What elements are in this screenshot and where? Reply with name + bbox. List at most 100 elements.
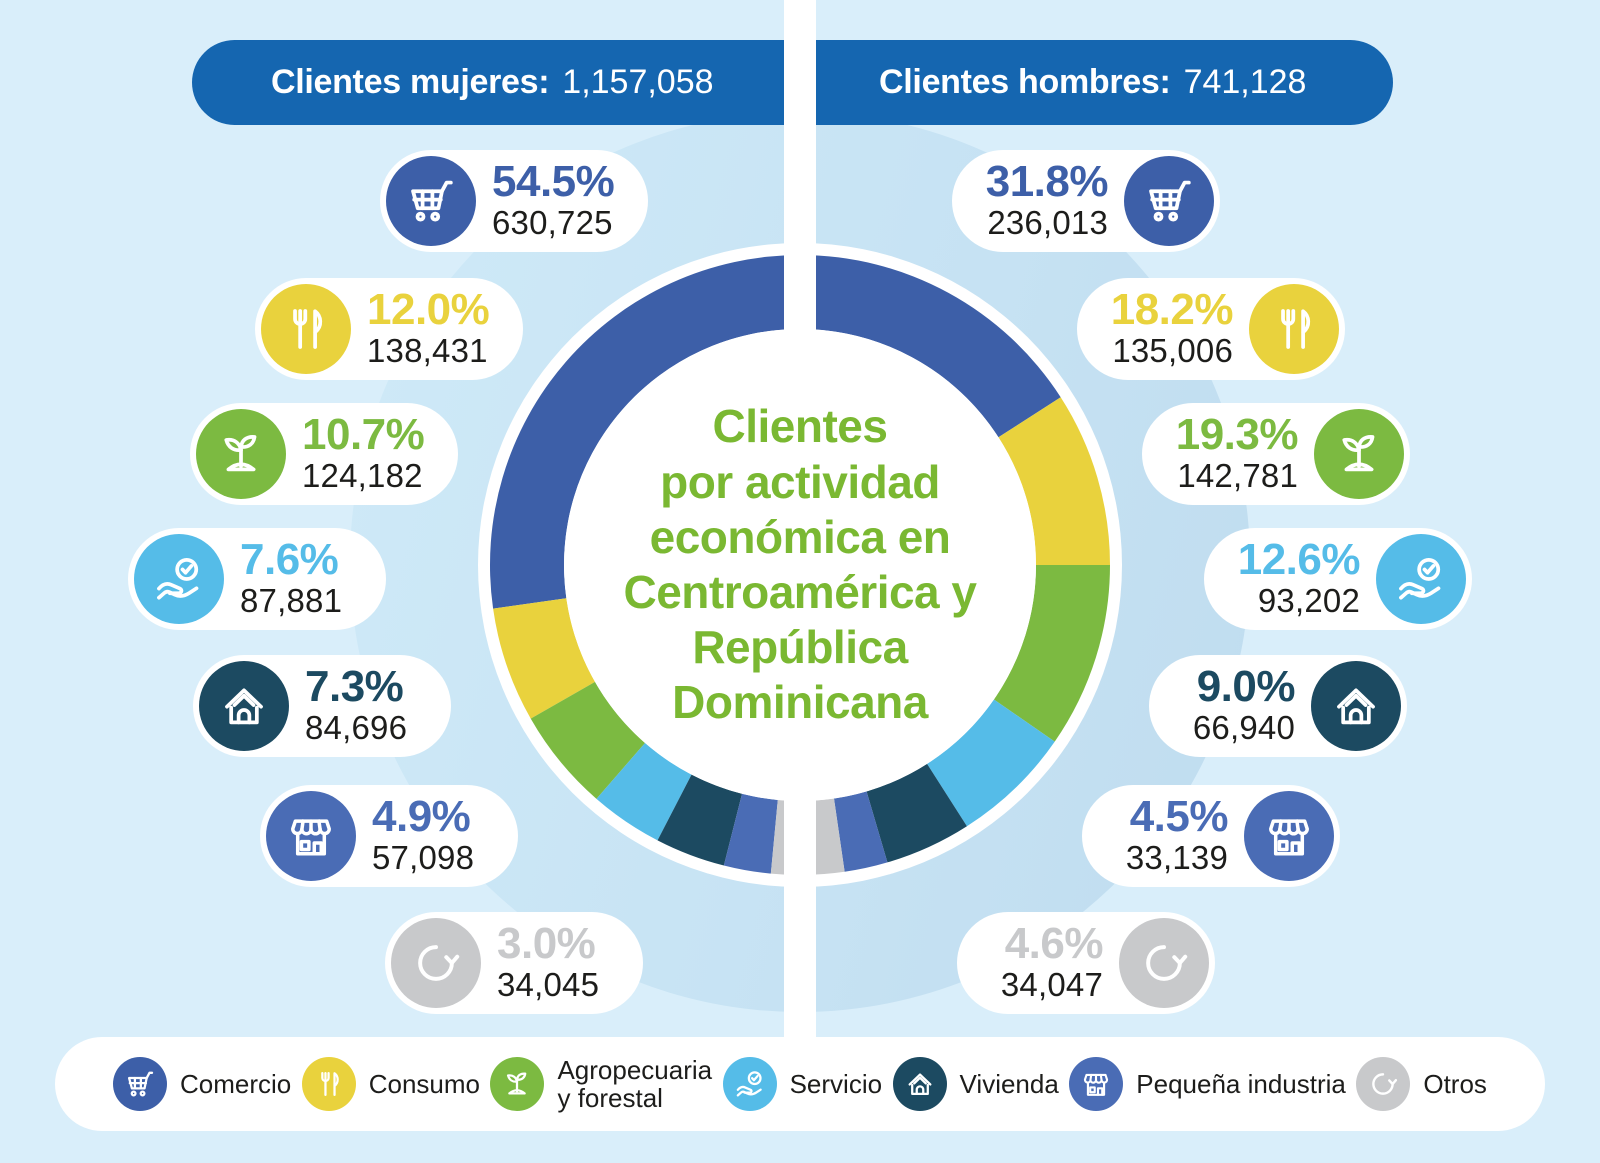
stat-pill-mujeres-agropecuaria-forestal: 10.7% 124,182	[190, 403, 459, 505]
stat-pill-mujeres-consumo: 12.0% 138,431	[255, 278, 524, 380]
stat-value: 142,781	[1177, 456, 1298, 494]
stat-value: 93,202	[1257, 581, 1360, 619]
stat-value: 630,725	[492, 203, 613, 241]
category-icon-circle	[722, 1057, 777, 1111]
stat-value: 34,047	[1000, 965, 1103, 1003]
header-women: Clientes mujeres: 1,157,058	[192, 40, 793, 125]
stat-text: 31.8% 236,013	[986, 159, 1109, 242]
stat-percent: 18.2%	[1110, 285, 1234, 335]
stat-pill-mujeres-vivienda: 7.3% 84,696	[193, 655, 451, 757]
donut-segment-left-consumo	[493, 598, 595, 719]
legend-item-comercio: Comercio	[113, 1057, 291, 1111]
stat-pill-hombres-otros: 4.6% 34,047	[957, 912, 1215, 1014]
legend-label: Otros	[1423, 1068, 1487, 1099]
category-icon-circle	[113, 1057, 167, 1111]
plant-icon	[1331, 426, 1387, 482]
donut-segment-right-comercio	[800, 255, 1061, 438]
stat-percent: 54.5%	[492, 157, 615, 207]
donut-title-text: Clientes por actividad económica en Cent…	[623, 400, 978, 729]
stat-text: 4.5% 33,139	[1126, 792, 1229, 877]
stat-pill-hombres-comercio: 31.8% 236,013	[951, 150, 1220, 252]
category-icon-circle	[1244, 791, 1334, 881]
legend-item-agropecuaria-forestal: Agropecuaria y forestal	[490, 1056, 712, 1112]
category-icon-circle	[261, 284, 351, 374]
refresh-icon	[1366, 1067, 1400, 1101]
stat-pill-mujeres-pequena-industria: 4.9% 57,098	[260, 785, 518, 887]
legend-label: Servicio	[789, 1068, 883, 1099]
donut-segment-right-servicio	[927, 699, 1055, 827]
stat-pill-hombres-consumo: 18.2% 135,006	[1076, 278, 1345, 380]
header-women-value: 1,157,058	[562, 63, 714, 101]
donut-segment-left-servicio	[596, 743, 692, 841]
cart-icon	[1141, 173, 1197, 229]
stat-value: 124,182	[302, 456, 423, 494]
refresh-icon	[408, 935, 464, 991]
legend-item-pequena-industria: Pequeña industria	[1069, 1057, 1346, 1111]
stat-percent: 7.3%	[305, 662, 404, 712]
donut-segment-left-comercio	[489, 255, 800, 609]
cart-icon	[403, 173, 459, 229]
donut-segment-left-vivienda	[657, 774, 743, 866]
stat-pill-mujeres-servicio: 7.6% 87,881	[128, 528, 386, 630]
stat-text: 7.6% 87,881	[240, 535, 343, 620]
category-icon-circle	[1119, 918, 1209, 1008]
legend-item-servicio: Servicio	[722, 1057, 883, 1111]
stat-percent: 7.6%	[240, 535, 339, 585]
stat-percent: 19.3%	[1175, 410, 1299, 460]
store-icon	[283, 808, 339, 864]
stat-percent: 12.6%	[1237, 535, 1361, 585]
category-icon-circle	[490, 1057, 545, 1111]
stat-value: 66,940	[1192, 708, 1295, 746]
donut-segment-right-consumo	[998, 397, 1110, 565]
cutlery-icon	[312, 1067, 346, 1101]
stat-text: 4.9% 57,098	[372, 792, 474, 877]
stat-text: 54.5% 630,725	[492, 157, 615, 242]
plant-icon	[500, 1067, 534, 1101]
stat-percent: 3.0%	[497, 919, 596, 969]
donut-segment-right-agropecuaria-forestal	[993, 565, 1110, 742]
legend-label: Agropecuaria y forestal	[557, 1054, 713, 1113]
donut-segment-right-vivienda	[866, 763, 967, 863]
stat-value: 87,881	[240, 581, 343, 619]
category-icon-circle	[301, 1057, 356, 1111]
category-icon-circle	[1124, 156, 1214, 246]
center-divider	[784, 0, 816, 1040]
cutlery-icon	[278, 301, 334, 357]
store-icon	[1079, 1067, 1113, 1101]
stat-pill-hombres-pequena-industria: 4.5% 33,139	[1082, 785, 1340, 887]
house-icon	[216, 678, 272, 734]
stat-text: 3.0% 34,045	[497, 919, 599, 1004]
header-men-value: 741,128	[1183, 63, 1307, 101]
category-icon-circle	[1376, 534, 1466, 624]
category-icon-circle	[391, 918, 481, 1008]
refresh-icon	[1136, 935, 1192, 991]
donut-title: Clientes por actividad económica en Cent…	[575, 340, 1025, 790]
stat-percent: 4.5%	[1129, 792, 1229, 842]
category-icon-circle	[1069, 1057, 1124, 1111]
stat-pill-mujeres-otros: 3.0% 34,045	[385, 912, 643, 1014]
category-icon-circle	[892, 1057, 947, 1111]
store-icon	[1261, 808, 1317, 864]
hand-check-icon	[733, 1067, 767, 1101]
legend-label: Comercio	[180, 1068, 292, 1099]
category-icon-circle	[1356, 1057, 1411, 1111]
house-icon	[1328, 678, 1384, 734]
category-icon-circle	[386, 156, 476, 246]
stat-percent: 4.9%	[372, 792, 471, 842]
stat-text: 9.0% 66,940	[1192, 664, 1296, 747]
stat-percent: 10.7%	[302, 410, 425, 460]
legend-label: Vivienda	[959, 1068, 1059, 1099]
stat-percent: 12.0%	[367, 285, 490, 335]
legend-item-otros: Otros	[1356, 1057, 1487, 1111]
category-icon-circle	[199, 661, 289, 751]
stat-text: 12.0% 138,431	[367, 285, 490, 370]
stat-text: 19.3% 142,781	[1175, 410, 1299, 495]
stat-text: 10.7% 124,182	[302, 410, 425, 495]
legend-bar: Comercio Consumo Agropecuaria y forestal Se…	[55, 1037, 1545, 1131]
stat-pill-hombres-agropecuaria-forestal: 19.3% 142,781	[1141, 403, 1410, 505]
header-women-label: Clientes mujeres:	[270, 63, 550, 101]
stat-pill-mujeres-comercio: 54.5% 630,725	[380, 150, 649, 252]
legend-item-consumo: Consumo	[301, 1057, 480, 1111]
donut-segment-left-agropecuaria-forestal	[530, 681, 646, 799]
